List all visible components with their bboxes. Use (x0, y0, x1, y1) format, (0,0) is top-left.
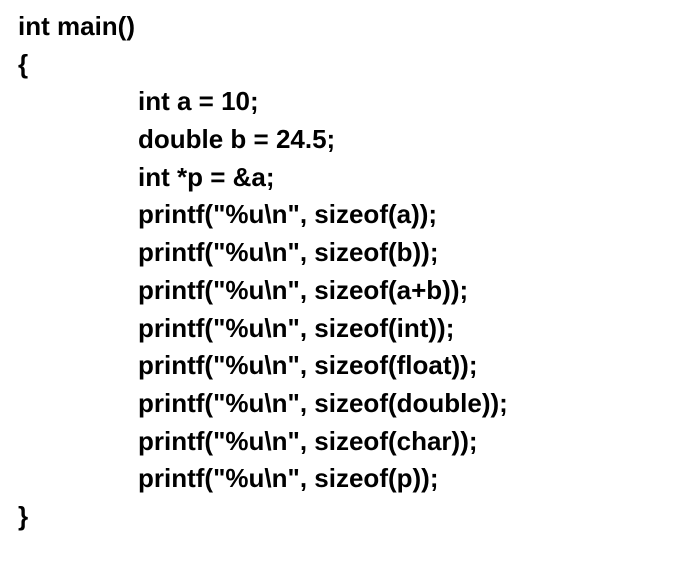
code-text: printf("%u\n", sizeof(int)); (138, 313, 454, 343)
code-line: double b = 24.5; (18, 121, 657, 159)
code-line: } (18, 498, 657, 536)
code-line: printf("%u\n", sizeof(a+b)); (18, 272, 657, 310)
code-text: printf("%u\n", sizeof(a+b)); (138, 275, 468, 305)
code-text: printf("%u\n", sizeof(p)); (138, 463, 439, 493)
code-line: int a = 10; (18, 83, 657, 121)
code-line: printf("%u\n", sizeof(b)); (18, 234, 657, 272)
code-text: printf("%u\n", sizeof(double)); (138, 388, 508, 418)
code-line: int *p = &a; (18, 159, 657, 197)
code-line: printf("%u\n", sizeof(double)); (18, 385, 657, 423)
code-line: printf("%u\n", sizeof(int)); (18, 310, 657, 348)
code-line: printf("%u\n", sizeof(p)); (18, 460, 657, 498)
code-line: printf("%u\n", sizeof(a)); (18, 196, 657, 234)
code-text: int *p = &a; (138, 162, 275, 192)
code-text: printf("%u\n", sizeof(a)); (138, 199, 437, 229)
code-text: double b = 24.5; (138, 124, 335, 154)
code-line: printf("%u\n", sizeof(char)); (18, 423, 657, 461)
code-line: printf("%u\n", sizeof(float)); (18, 347, 657, 385)
code-text: } (18, 501, 28, 531)
code-line: { (18, 46, 657, 84)
code-snippet: int main() { int a = 10; double b = 24.5… (18, 8, 657, 536)
code-text: int a = 10; (138, 86, 259, 116)
code-text: int main() (18, 11, 135, 41)
code-text: { (18, 49, 28, 79)
code-line: int main() (18, 8, 657, 46)
code-text: printf("%u\n", sizeof(char)); (138, 426, 478, 456)
code-text: printf("%u\n", sizeof(b)); (138, 237, 439, 267)
code-text: printf("%u\n", sizeof(float)); (138, 350, 478, 380)
